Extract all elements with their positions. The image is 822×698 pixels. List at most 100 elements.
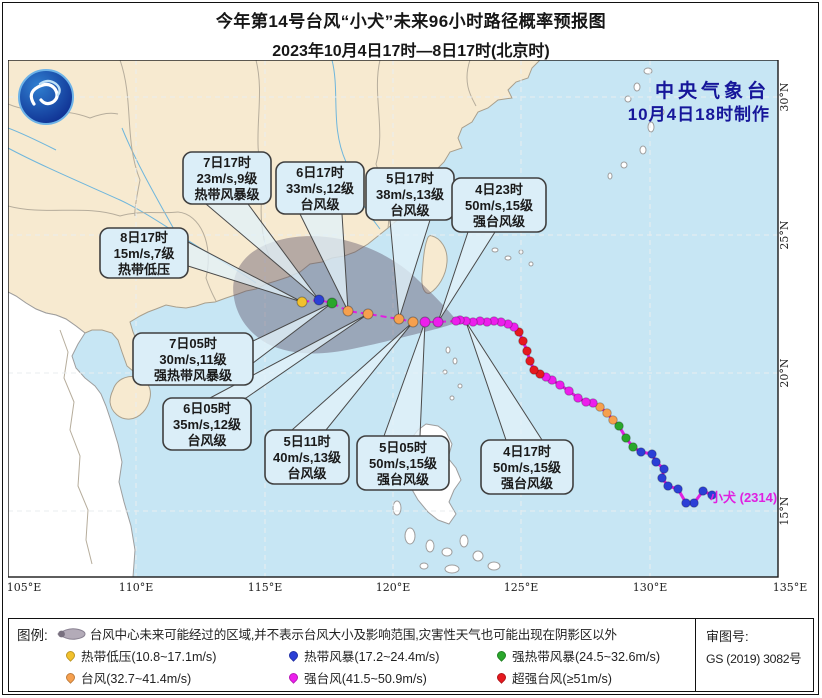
approval-number: GS (2019) 3082号 bbox=[706, 652, 802, 667]
map-title: 今年第14号台风“小犬”未来96小时路径概率预报图 bbox=[215, 12, 607, 31]
history-point bbox=[651, 457, 661, 467]
history-point bbox=[698, 486, 708, 496]
history-point bbox=[659, 464, 669, 474]
legend-item-label: 强热带风暴(24.5~32.6m/s) bbox=[512, 650, 661, 664]
storm-name-label: 小犬 (2314) bbox=[710, 490, 777, 505]
history-point bbox=[451, 316, 461, 326]
forecast-point bbox=[296, 296, 308, 308]
sts-marker-icon bbox=[495, 649, 508, 662]
agency-name: 中央气象台 bbox=[654, 81, 770, 102]
callout-text-line: 热带低压 bbox=[118, 262, 170, 277]
legend-item-label: 热带低压(10.8~17.1m/s) bbox=[81, 650, 217, 664]
lon-tick-label: 125°E bbox=[504, 581, 539, 594]
map-canvas: 7日17时23m/s,9级热带风暴级6日17时33m/s,12级台风级5日17时… bbox=[8, 60, 808, 594]
forecast-point bbox=[342, 305, 354, 317]
callout-text-line: 7日17时 bbox=[203, 155, 251, 170]
forecast-point bbox=[432, 316, 444, 328]
landmasses bbox=[8, 60, 665, 577]
laos-border bbox=[59, 329, 93, 565]
lat-tick-label: 15°N bbox=[778, 496, 791, 525]
history-point bbox=[529, 365, 539, 375]
history-point bbox=[573, 393, 583, 403]
callout-text-line: 15m/s,7级 bbox=[114, 246, 176, 261]
callout-text-line: 8日17时 bbox=[120, 230, 168, 245]
callout-text-line: 35m/s,12级 bbox=[173, 417, 242, 432]
history-point bbox=[602, 408, 612, 418]
history-point bbox=[689, 498, 699, 508]
cone-legend-icon bbox=[56, 627, 86, 640]
callout-text-line: 30m/s,11级 bbox=[159, 352, 227, 367]
callout-text-line: 33m/s,12级 bbox=[286, 181, 355, 196]
callout-text-line: 4日23时 bbox=[475, 182, 523, 197]
lat-tick-label: 20°N bbox=[778, 358, 791, 387]
forecast-point bbox=[393, 313, 405, 325]
forecast-point bbox=[419, 316, 431, 328]
callout-text-line: 23m/s,9级 bbox=[197, 171, 259, 186]
callout-text-line: 5日11时 bbox=[284, 434, 331, 449]
callout-text-line: 强台风级 bbox=[473, 214, 526, 229]
ryukyu-islands bbox=[442, 67, 665, 401]
callout-text-line: 50m/s,15级 bbox=[369, 456, 438, 471]
legend-main: 图例: 台风中心未来可能经过的区域,并不表示台风大小及影响范围,灾害性天气也可能… bbox=[9, 619, 695, 691]
history-point bbox=[555, 380, 565, 390]
cma-logo-icon bbox=[18, 69, 74, 125]
callout-text-line: 台风级 bbox=[287, 466, 327, 481]
history-point bbox=[673, 484, 683, 494]
callout-text-line: 40m/s,13级 bbox=[273, 450, 342, 465]
history-point bbox=[522, 346, 532, 356]
history-point bbox=[595, 402, 605, 412]
legend-item-ty: 台风(32.7~41.4m/s) bbox=[64, 667, 288, 688]
super-ty-marker-icon bbox=[495, 671, 508, 684]
forecast-point bbox=[407, 316, 419, 328]
history-point bbox=[647, 449, 657, 459]
lon-tick-label: 115°E bbox=[248, 581, 283, 594]
callout-text-line: 50m/s,15级 bbox=[465, 198, 534, 213]
legend-item-label: 台风(32.7~41.4m/s) bbox=[81, 672, 192, 686]
forecast-callouts: 7日17时23m/s,9级热带风暴级6日17时33m/s,12级台风级5日17时… bbox=[99, 151, 574, 495]
map-approval-panel: 审图号: GS (2019) 3082号 bbox=[695, 619, 813, 691]
legend-title: 图例: bbox=[17, 627, 48, 643]
forecast-point bbox=[313, 294, 325, 306]
legend-item-sts: 强热带风暴(24.5~32.6m/s) bbox=[495, 645, 691, 666]
callout-text-line: 50m/s,15级 bbox=[493, 460, 562, 475]
forecast-point bbox=[326, 297, 338, 309]
callout-text-line: 5日17时 bbox=[386, 171, 434, 186]
agency-watermark: 中央气象台 10月4日18时制作 bbox=[628, 80, 770, 125]
legend-item-label: 强台风(41.5~50.9m/s) bbox=[304, 672, 427, 686]
lat-tick-label: 30°N bbox=[778, 82, 791, 111]
callout-text-line: 强台风级 bbox=[501, 476, 554, 491]
lon-tick-label: 135°E bbox=[773, 581, 808, 594]
callout-text-line: 强热带风暴级 bbox=[154, 368, 233, 383]
map-frame bbox=[8, 60, 779, 578]
history-point bbox=[518, 336, 528, 346]
history-point bbox=[608, 415, 618, 425]
history-point bbox=[581, 397, 591, 407]
lon-tick-label: 130°E bbox=[633, 581, 668, 594]
ty-marker-icon bbox=[64, 671, 77, 684]
taiwan-island bbox=[421, 235, 448, 294]
philippine-islands bbox=[392, 500, 501, 574]
lon-tick-label: 105°E bbox=[8, 581, 41, 594]
legend-item-sty: 强台风(41.5~50.9m/s) bbox=[287, 667, 496, 688]
map-subtitle: 2023年10月4日17时—8日17时(北京时) bbox=[272, 43, 550, 60]
callout-text-line: 台风级 bbox=[300, 197, 340, 212]
callout-text-line: 强台风级 bbox=[377, 472, 430, 487]
history-point bbox=[628, 442, 638, 452]
callout-text-line: 5日05时 bbox=[379, 440, 427, 455]
title-block: 今年第14号台风“小犬”未来96小时路径概率预报图 2023年10月4日17时—… bbox=[0, 7, 822, 61]
history-point bbox=[621, 433, 631, 443]
callout-text-line: 热带风暴级 bbox=[194, 187, 260, 202]
history-point bbox=[681, 498, 691, 508]
history-point bbox=[707, 490, 717, 500]
forecast-point bbox=[362, 308, 374, 320]
history-point bbox=[564, 386, 574, 396]
